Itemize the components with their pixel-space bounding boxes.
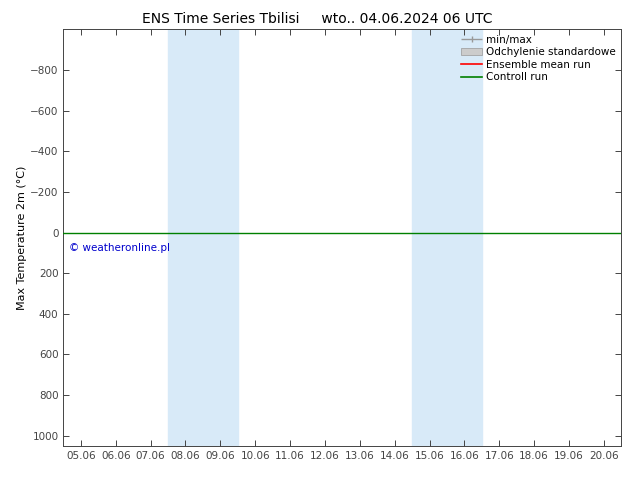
Y-axis label: Max Temperature 2m (°C): Max Temperature 2m (°C) — [17, 166, 27, 310]
Text: ENS Time Series Tbilisi     wto.. 04.06.2024 06 UTC: ENS Time Series Tbilisi wto.. 04.06.2024… — [142, 12, 492, 26]
Legend: min/max, Odchylenie standardowe, Ensemble mean run, Controll run: min/max, Odchylenie standardowe, Ensembl… — [459, 32, 618, 84]
Bar — [168, 29, 238, 446]
Bar — [412, 29, 482, 446]
Text: © weatheronline.pl: © weatheronline.pl — [69, 243, 170, 253]
